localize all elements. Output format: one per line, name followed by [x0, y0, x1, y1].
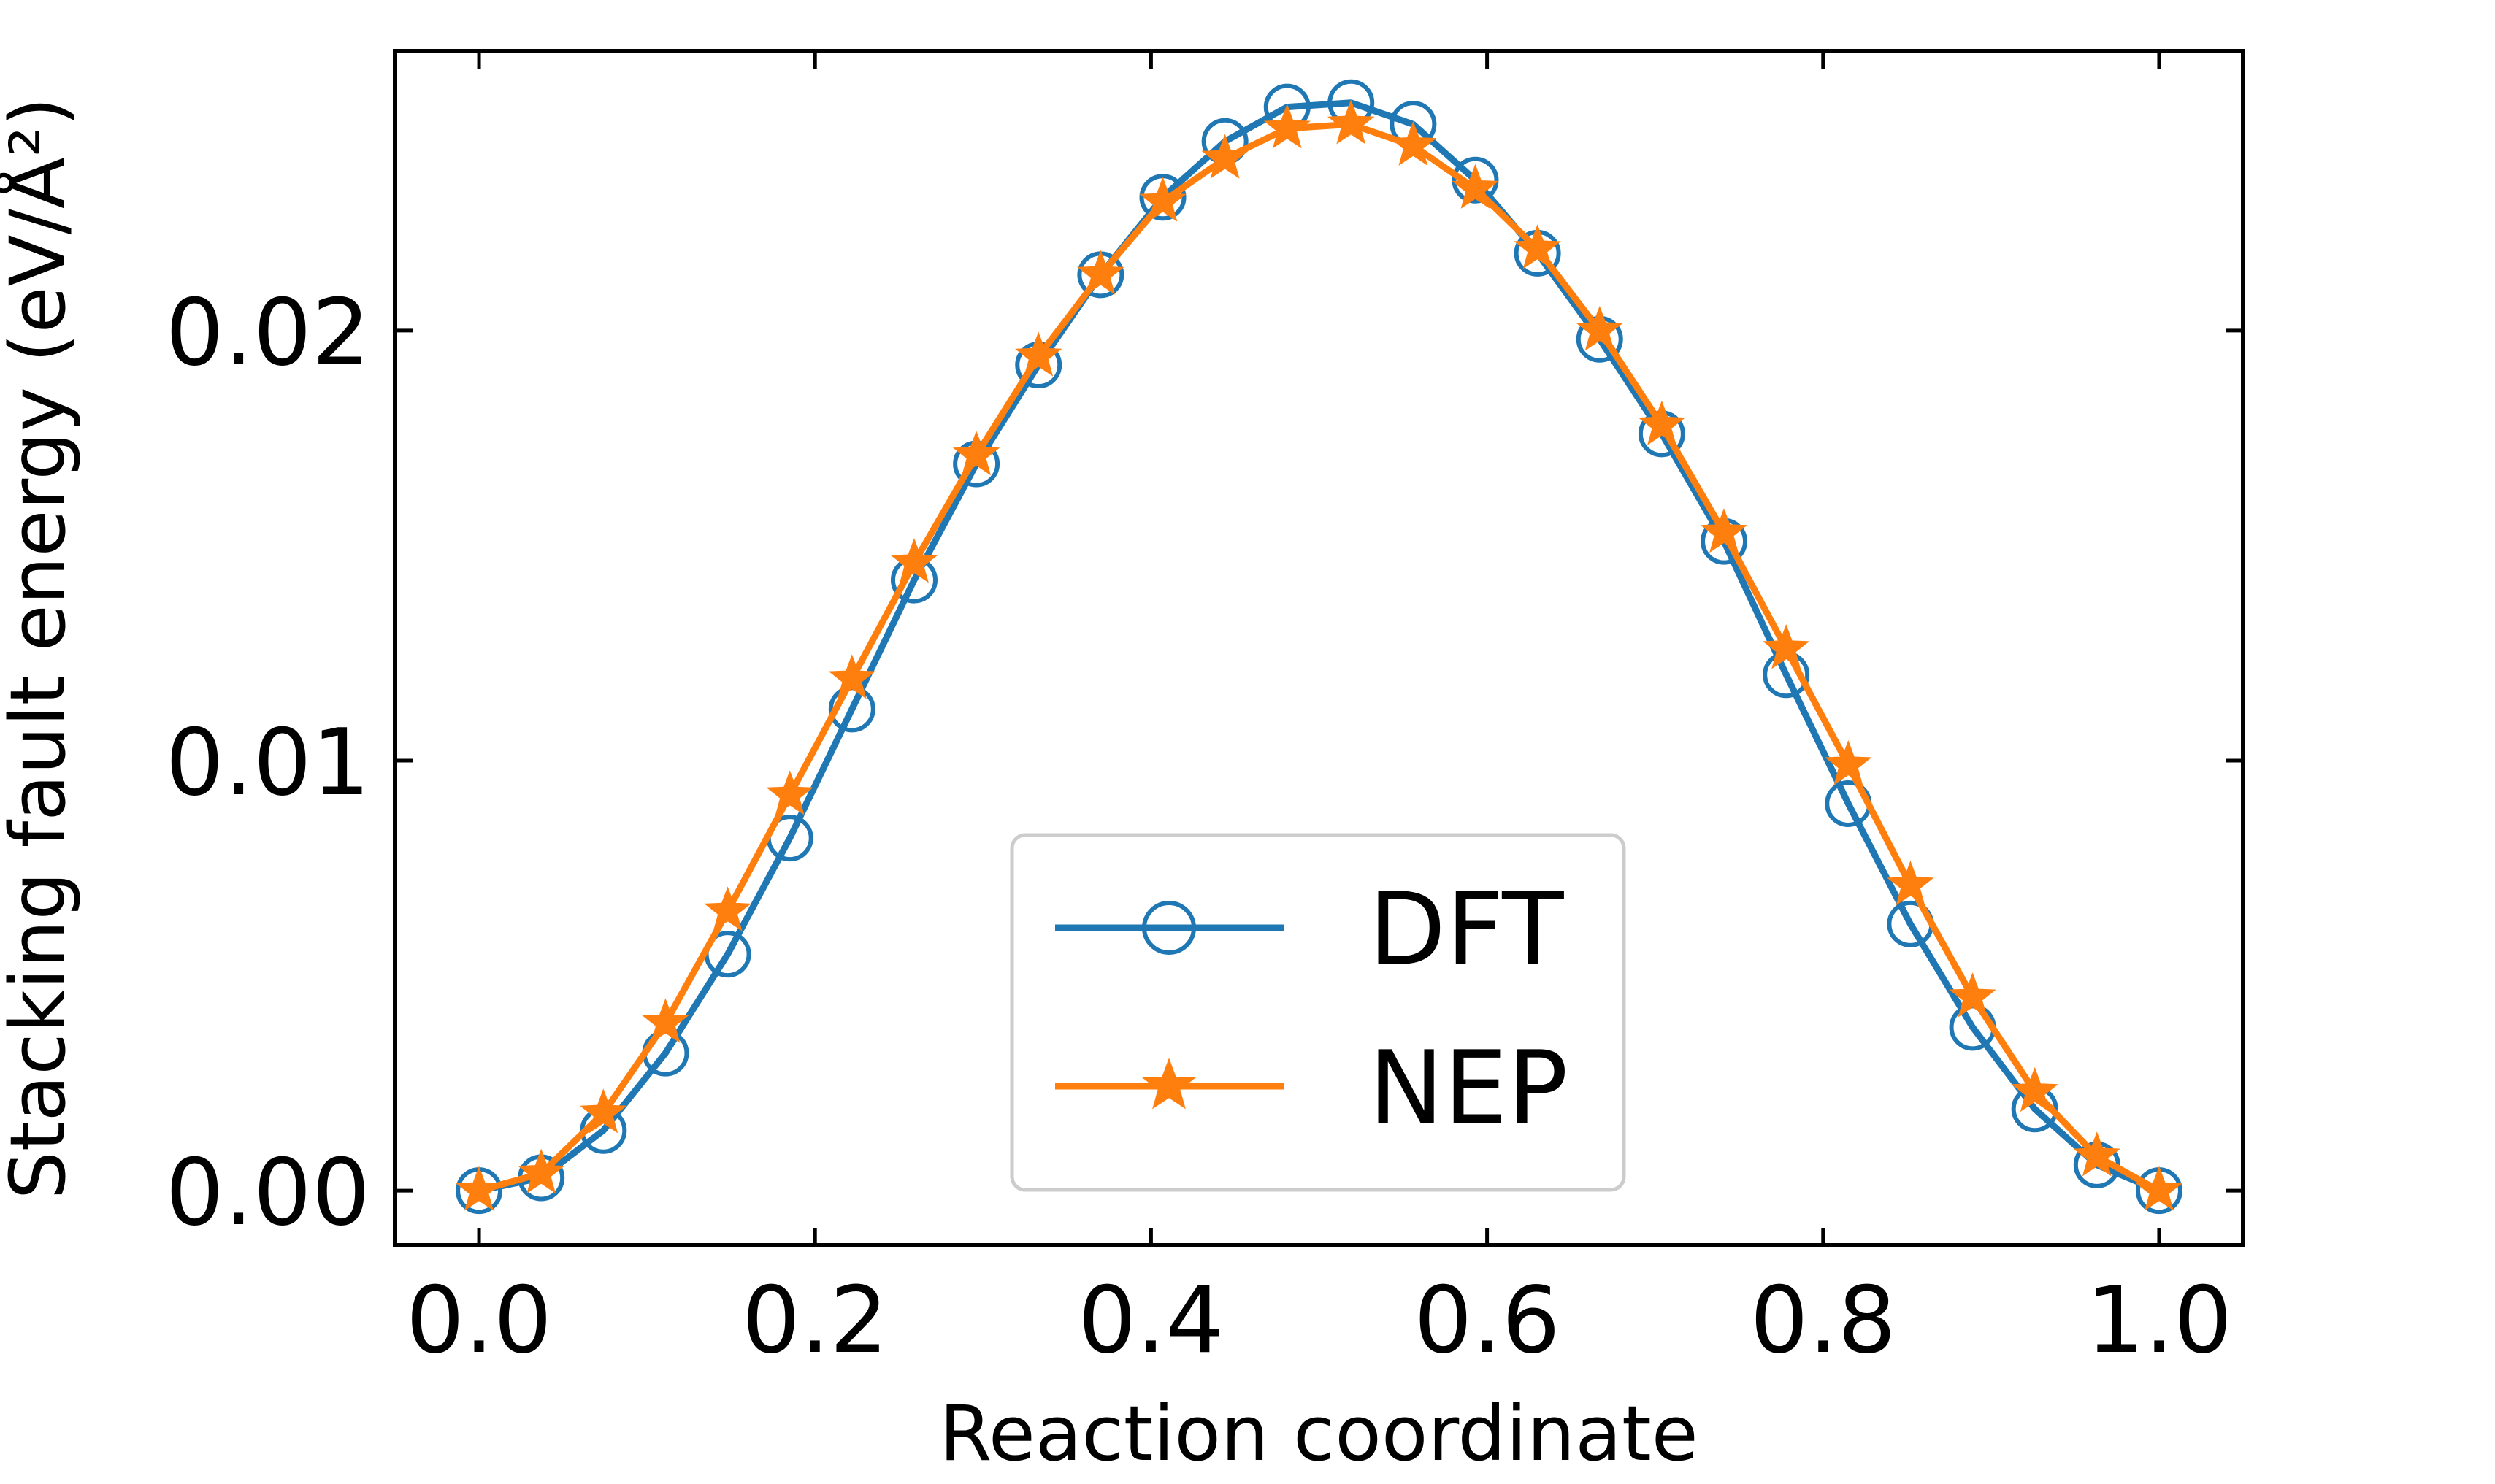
data-point-nep [642, 998, 689, 1043]
data-point-nep [890, 538, 938, 583]
data-point-nep [455, 1166, 503, 1211]
x-tick-label: 0.6 [1414, 1266, 1560, 1374]
data-point-nep [1390, 120, 1437, 166]
x-axis-label: Reaction coordinate [939, 1389, 1698, 1478]
data-point-nep [704, 886, 751, 931]
legend-label-nep: NEP [1368, 1029, 1568, 1147]
data-point-nep [2011, 1066, 2058, 1112]
plot-frame [393, 49, 2245, 1247]
data-point-nep [1825, 740, 1872, 785]
data-point-dft [1452, 156, 1499, 204]
data-point-nep [1638, 400, 1686, 445]
series-line-nep [478, 120, 2161, 1194]
data-point-nep [1949, 972, 1996, 1018]
data-point-nep [517, 1148, 565, 1194]
data-point-nep [1514, 224, 1561, 269]
data-point-nep [1452, 164, 1499, 209]
x-tick-label: 0.4 [1078, 1266, 1224, 1374]
data-point-nep [1015, 331, 1062, 377]
plot-marks [455, 79, 2183, 1215]
data-point-nep [580, 1088, 627, 1134]
data-point-nep [952, 430, 1000, 476]
data-point-nep [1700, 507, 1748, 553]
y-tick-label: 0.00 [165, 1139, 370, 1246]
y-axis-label: Stacking fault energy (eV/Å²) [0, 97, 83, 1199]
legend-box [1010, 833, 1626, 1192]
data-point-nep [766, 770, 813, 815]
legend-marker-nep [1142, 1058, 1196, 1110]
data-point-nep [1263, 104, 1311, 149]
data-point-nep [1077, 250, 1124, 295]
x-tick-label: 0.2 [742, 1266, 888, 1374]
y-tick-label: 0.01 [165, 709, 370, 816]
data-point-nep [1139, 177, 1187, 222]
legend: DFT NEP [1010, 833, 1626, 1192]
legend-label-dft: DFT [1368, 871, 1564, 988]
x-tick-label: 0.8 [1750, 1266, 1896, 1374]
data-point-nep [828, 654, 876, 699]
data-point-nep [1327, 99, 1375, 145]
data-point-nep [1762, 624, 1810, 669]
data-point-nep [1887, 861, 1934, 906]
data-point-nep [1576, 306, 1623, 351]
x-tick-label: 0.0 [406, 1266, 552, 1374]
axis-ticks: 0.0 0.2 0.4 0.6 0.8 1.0 0.00 0.01 0.02 [165, 51, 2243, 1374]
series-line-dft [478, 99, 2161, 1194]
data-point-nep [2073, 1131, 2121, 1177]
legend-marker-dft [1142, 901, 1196, 955]
data-point-nep [2135, 1166, 2183, 1211]
y-tick-label: 0.02 [165, 279, 370, 386]
x-tick-label: 1.0 [2086, 1266, 2232, 1374]
data-point-dft [1139, 174, 1187, 221]
data-point-nep [1201, 134, 1249, 179]
